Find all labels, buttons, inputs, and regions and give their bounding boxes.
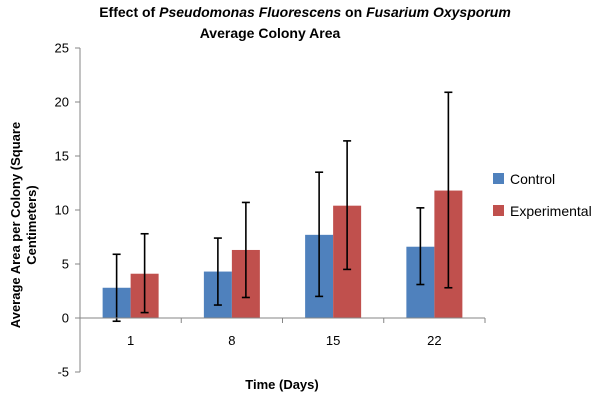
error-bar-experimental-15 (343, 140, 352, 271)
error-bar-control-8 (213, 237, 222, 306)
legend: Control Experimental (493, 171, 592, 219)
x-axis-ticks: 1 8 15 22 (79, 318, 486, 348)
x-tick-label: 8 (228, 333, 235, 348)
error-bars (112, 91, 453, 323)
chart-title-line2: Average Colony Area (200, 25, 341, 41)
axes (79, 48, 485, 372)
legend-item-control: Control (493, 171, 555, 187)
y-tick-label: 5 (62, 257, 69, 272)
x-tick-label: 22 (427, 333, 441, 348)
legend-swatch (493, 205, 504, 216)
error-bar-control-15 (315, 171, 324, 298)
legend-label: Control (510, 171, 555, 187)
y-tick-label: 10 (55, 203, 69, 218)
y-tick-label: 20 (55, 95, 69, 110)
y-axis-title-line1: Average Area per Colony (Square (8, 122, 23, 328)
x-axis-title: Time (Days) (245, 377, 318, 392)
chart-title-line1: Effect of Pseudomonas Fluorescens on Fus… (99, 4, 511, 20)
y-tick-label: 25 (55, 41, 69, 56)
legend-label: Experimental (510, 203, 592, 219)
bar-series (102, 190, 463, 318)
legend-swatch (493, 173, 504, 184)
error-bar-control-1 (112, 253, 121, 323)
error-bar-experimental-22 (444, 91, 453, 289)
error-bar-experimental-8 (241, 201, 250, 299)
y-tick-label: 15 (55, 149, 69, 164)
error-bar-control-22 (416, 207, 425, 286)
y-tick-label: 0 (62, 311, 69, 326)
y-tick-label: -5 (57, 365, 69, 380)
y-axis-title: Average Area per Colony (SquareCentimete… (8, 122, 39, 328)
y-axis-ticks: -5 0 5 10 15 20 25 (55, 41, 80, 380)
y-axis-title-line2: Centimeters) (24, 185, 39, 264)
legend-item-experimental: Experimental (493, 203, 592, 219)
x-tick-label: 15 (326, 333, 340, 348)
x-tick-label: 1 (127, 333, 134, 348)
error-bar-experimental-1 (140, 232, 149, 314)
